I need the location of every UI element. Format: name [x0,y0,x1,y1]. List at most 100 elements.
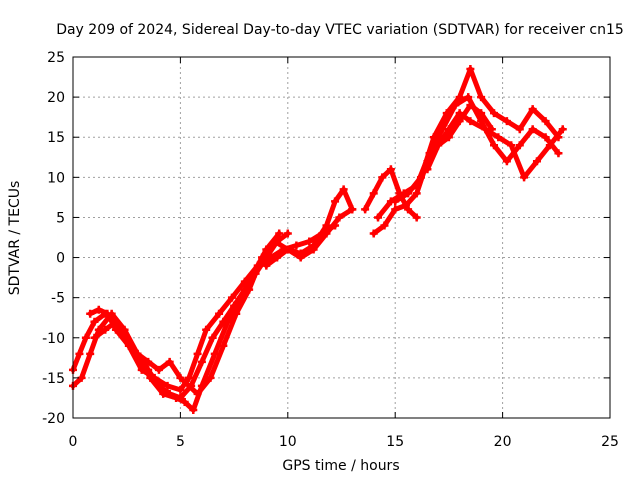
data-point [163,381,172,390]
y-tick-label: 20 [47,90,65,106]
data-point [172,393,181,402]
data-point [374,213,383,222]
data-point [416,173,425,182]
data-point [219,341,228,350]
data-point [339,185,348,194]
data-point [86,349,95,358]
data-point [515,141,524,150]
data-point [180,397,189,406]
data-point [176,373,185,382]
data-point [275,229,284,238]
chart-title: Day 209 of 2024, Sidereal Day-to-day VTE… [56,22,624,38]
data-point [466,65,475,74]
data-point [283,229,292,238]
data-point [232,309,241,318]
data-point [240,277,249,286]
data-point [464,93,473,102]
series-trace-8 [391,65,563,206]
data-point [361,205,370,214]
data-point [455,109,464,118]
data-point [208,333,217,342]
series-trace-9 [423,109,567,182]
data-point [502,157,511,166]
data-point [292,241,301,250]
data-point [442,109,451,118]
data-point [477,117,486,126]
series-trace-5 [262,185,357,270]
data-point [466,117,475,126]
x-tick-label: 0 [69,434,78,450]
data-point [270,237,279,246]
data-point [391,197,400,206]
data-point [528,105,537,114]
series-line-trace-9 [424,110,566,180]
data-point [305,237,314,246]
data-point [490,141,499,150]
data-point [404,205,413,214]
data-point [434,141,443,150]
data-point [193,349,202,358]
data-point [283,245,292,254]
y-tick-label: 5 [56,210,65,226]
data-point [502,117,511,126]
data-point [184,373,193,382]
data-point [150,373,159,382]
series-line-trace-4 [92,206,355,397]
y-tick-label: -20 [42,411,65,427]
data-point [159,389,168,398]
data-point [101,325,110,334]
data-point [541,133,550,142]
data-point [558,125,567,134]
data-point [273,253,282,262]
data-point [380,221,389,230]
data-point [322,221,331,230]
data-point [111,317,120,326]
data-point [90,333,99,342]
data-point [245,285,254,294]
data-point [423,165,432,174]
data-point [144,357,153,366]
y-axis-label: SDTVAR / TECUs [7,181,23,296]
data-point [202,325,211,334]
data-point [193,389,202,398]
data-point [90,317,99,326]
data-point [206,373,215,382]
tick-labels: 0 5 10 15 20 25 -20 -15 -10 -5 0 5 10 15 20 25 [42,50,619,450]
x-tick-label: 25 [601,434,619,450]
data-point [391,205,400,214]
data-point [378,173,387,182]
data-point [309,241,318,250]
x-tick-label: 10 [279,434,297,450]
y-tick-label: -5 [51,291,65,307]
data-point [386,165,395,174]
data-point [528,125,537,134]
data-point [412,189,421,198]
data-point [197,357,206,366]
series-trace-10 [361,165,421,222]
data-point [133,349,142,358]
data-point [429,133,438,142]
data-point [331,197,340,206]
x-tick-label: 15 [386,434,404,450]
plot-frame [72,56,611,419]
data-point [395,189,404,198]
ticks [72,56,611,419]
data-point [81,333,90,342]
data-point [348,205,357,214]
data-point [412,213,421,222]
data-point [94,305,103,314]
y-tick-label: 15 [47,130,65,146]
data-point [86,309,95,318]
data-point [75,349,84,358]
data-point [335,213,344,222]
data-point [137,365,146,374]
y-tick-label: 10 [47,170,65,186]
data-point [554,149,563,158]
data-point [404,189,413,198]
y-tick-label: 25 [47,50,65,66]
data-point [215,309,224,318]
data-point [507,141,516,150]
data-point [490,109,499,118]
series-layer [69,65,567,414]
